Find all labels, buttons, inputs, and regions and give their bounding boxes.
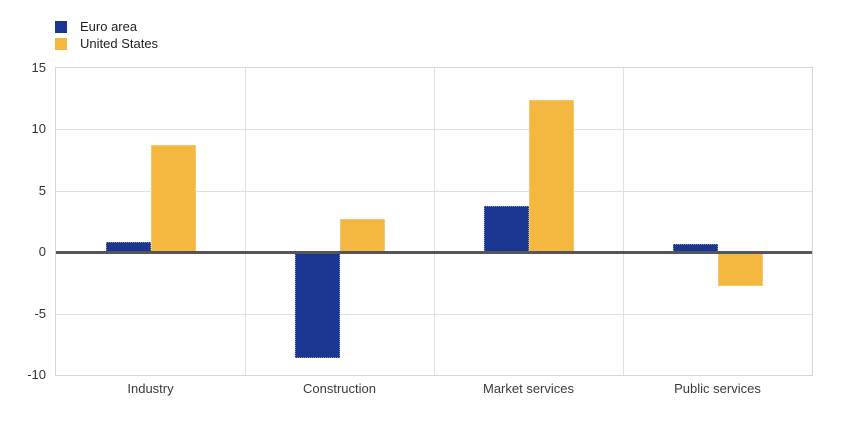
euro-area-swatch-icon bbox=[55, 21, 67, 33]
bar-united-states-public-services bbox=[718, 252, 763, 286]
bar-euro-area-construction bbox=[295, 252, 340, 358]
plot-area bbox=[55, 67, 813, 376]
x-axis-label-public-services: Public services bbox=[674, 381, 761, 396]
legend: Euro area United States bbox=[55, 19, 158, 53]
y-axis-tick-label--5: -5 bbox=[34, 306, 46, 321]
gridline-vertical-2 bbox=[434, 68, 435, 375]
y-axis-tick-label--10: -10 bbox=[27, 367, 46, 382]
bar-euro-area-public-services bbox=[673, 244, 718, 253]
legend-label-euro-area: Euro area bbox=[80, 19, 138, 34]
zero-line bbox=[56, 251, 812, 254]
y-axis-tick-label-0: 0 bbox=[38, 244, 46, 259]
bar-united-states-construction bbox=[340, 219, 385, 252]
x-axis-label-industry: Industry bbox=[127, 381, 174, 396]
united-states-swatch-icon bbox=[55, 38, 67, 50]
y-axis-tick-label-15: 15 bbox=[31, 60, 46, 75]
bar-united-states-industry bbox=[151, 145, 196, 252]
bar-euro-area-industry bbox=[106, 242, 151, 252]
bar-euro-area-market-services bbox=[484, 206, 529, 253]
legend-item-united-states: United States bbox=[55, 36, 158, 52]
bar-united-states-market-services bbox=[529, 100, 574, 252]
gridline-vertical-3 bbox=[623, 68, 624, 375]
gridline-vertical-1 bbox=[245, 68, 246, 375]
y-axis-tick-label-10: 10 bbox=[31, 121, 46, 136]
x-axis-label-market-services: Market services bbox=[482, 381, 575, 396]
x-axis-label-construction: Construction bbox=[303, 381, 376, 396]
legend-label-united-states: United States bbox=[80, 36, 159, 51]
legend-item-euro-area: Euro area bbox=[55, 19, 158, 35]
y-axis-tick-label-5: 5 bbox=[38, 183, 46, 198]
